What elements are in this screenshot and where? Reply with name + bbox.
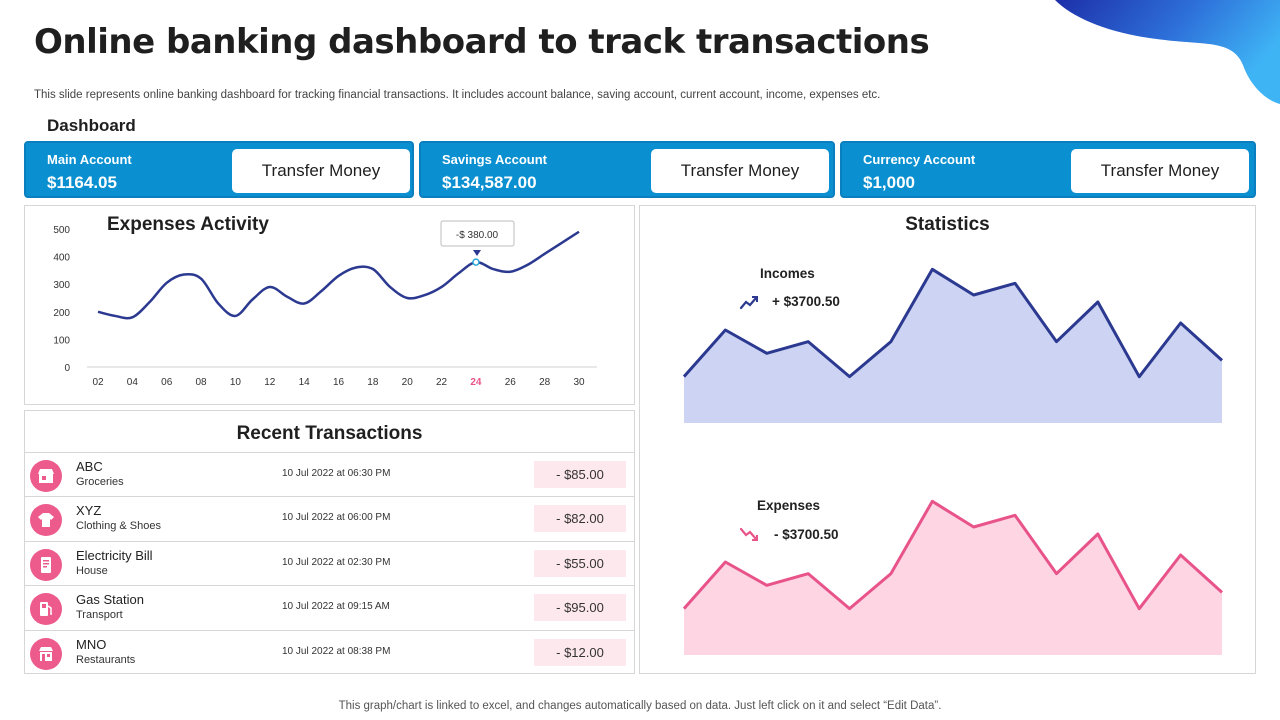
tooltip-value: -$ 380.00 [456,230,499,241]
y-tick-label: 200 [53,308,70,319]
x-tick-label: 14 [299,377,311,388]
transaction-category: Groceries [76,476,124,488]
x-tick-label: 22 [436,377,448,388]
expenses-area [684,501,1222,655]
transaction-name: MNO [76,637,107,652]
transaction-date: 10 Jul 2022 at 02:30 PM [282,557,391,568]
shirt-icon [30,504,62,536]
account-balance: $1,000 [863,173,915,192]
transaction-category: Clothing & Shoes [76,520,161,532]
account-card-main: Main Account $1164.05 Transfer Money [24,141,414,198]
account-balance: $134,587.00 [442,173,537,192]
transaction-name: Gas Station [76,592,144,607]
x-tick-label: 20 [402,377,414,388]
y-tick-label: 0 [64,363,70,374]
expenses-series-line [682,499,1224,611]
account-card-savings: Savings Account $134,587.00 Transfer Mon… [419,141,835,198]
x-tick-label: 26 [505,377,517,388]
account-card-currency: Currency Account $1,000 Transfer Money [840,141,1256,198]
transaction-date: 10 Jul 2022 at 09:15 AM [282,601,390,612]
x-tick-label: 04 [127,377,139,388]
x-tick-label: 02 [92,377,104,388]
transaction-category: Restaurants [76,654,136,666]
transaction-date: 10 Jul 2022 at 06:30 PM [282,468,391,479]
expenses-label: Expenses [757,498,820,513]
transaction-category: House [76,565,108,577]
transfer-money-button[interactable]: Transfer Money [232,149,410,193]
x-tick-label: 18 [367,377,379,388]
incomes-value: + $3700.50 [772,294,840,309]
footer-note: This graph/chart is linked to excel, and… [338,700,942,712]
decorative-wave [1055,0,1280,104]
transaction-name: Electricity Bill [76,548,153,563]
account-name: Savings Account [442,152,547,167]
recent-transactions-title: Recent Transactions [236,423,423,444]
statistics-chart[interactable]: Incomes + $3700.50 Expenses - $3700.50 [640,206,1255,673]
x-tick-label: 06 [161,377,173,388]
dashboard-label: Dashboard [47,116,136,135]
x-tick-label: 30 [573,377,585,388]
expenses-activity-title: Expenses Activity [107,214,269,235]
page-title: Online banking dashboard to track transa… [34,22,930,62]
transaction-amount: - $12.00 [534,639,626,666]
transaction-row[interactable]: XYZ Clothing & Shoes 10 Jul 2022 at 06:0… [25,496,634,541]
incomes-series-line [682,267,1224,379]
bill-icon [30,549,62,581]
account-name: Currency Account [863,152,976,167]
statistics-panel: Statistics Incomes + $3700.50 Expenses -… [639,205,1256,674]
x-tick-label: 28 [539,377,551,388]
transaction-name: XYZ [76,503,102,518]
transaction-name: ABC [76,459,103,474]
transaction-amount: - $95.00 [534,594,626,621]
x-tick-label: 12 [264,377,276,388]
x-tick-label: 24 [470,377,482,388]
statistics-title: Statistics [905,214,990,235]
x-tick-label: 10 [230,377,242,388]
recent-transactions-panel: Recent Transactions ABC Groceries 10 Jul… [24,410,635,674]
account-balance: $1164.05 [47,173,117,192]
transaction-row[interactable]: MNO Restaurants 10 Jul 2022 at 08:38 PM … [25,630,634,675]
account-name: Main Account [47,152,132,167]
store-icon [30,460,62,492]
transaction-amount: - $82.00 [534,505,626,532]
expenses-tooltip: -$ 380.00 [440,220,515,256]
expenses-value: - $3700.50 [774,527,839,542]
restaurant-icon [30,638,62,670]
transfer-money-button[interactable]: Transfer Money [1071,149,1249,193]
page-subtitle: This slide represents online banking das… [34,89,881,101]
transaction-date: 10 Jul 2022 at 08:38 PM [282,646,391,657]
incomes-label: Incomes [760,266,815,281]
y-tick-label: 500 [53,225,70,236]
transaction-row[interactable]: ABC Groceries 10 Jul 2022 at 06:30 PM - … [25,452,634,497]
transaction-category: Transport [76,609,123,621]
trend-up-icon [739,296,758,310]
transaction-row[interactable]: Electricity Bill House 10 Jul 2022 at 02… [25,541,634,586]
incomes-area [684,269,1222,423]
transaction-amount: - $85.00 [534,461,626,488]
trend-down-icon [739,527,758,541]
x-tick-label: 16 [333,377,345,388]
expenses-activity-panel: Expenses Activity 500 400 300 200 100 0 02 04 0… [24,205,635,405]
expenses-activity-chart[interactable]: 500 400 300 200 100 0 02 04 06 08 10 12 14 16 18 20 22 2… [25,206,634,404]
transfer-money-button[interactable]: Transfer Money [651,149,829,193]
transaction-date: 10 Jul 2022 at 06:00 PM [282,512,391,523]
y-tick-label: 300 [53,280,70,291]
y-tick-label: 400 [53,253,70,264]
transaction-amount: - $55.00 [534,550,626,577]
expenses-series-line [97,230,580,320]
expenses-highlight-marker [472,258,480,266]
x-tick-label: 08 [196,377,208,388]
y-tick-label: 100 [53,335,70,346]
fuel-icon [30,593,62,625]
transaction-row[interactable]: Gas Station Transport 10 Jul 2022 at 09:… [25,585,634,630]
